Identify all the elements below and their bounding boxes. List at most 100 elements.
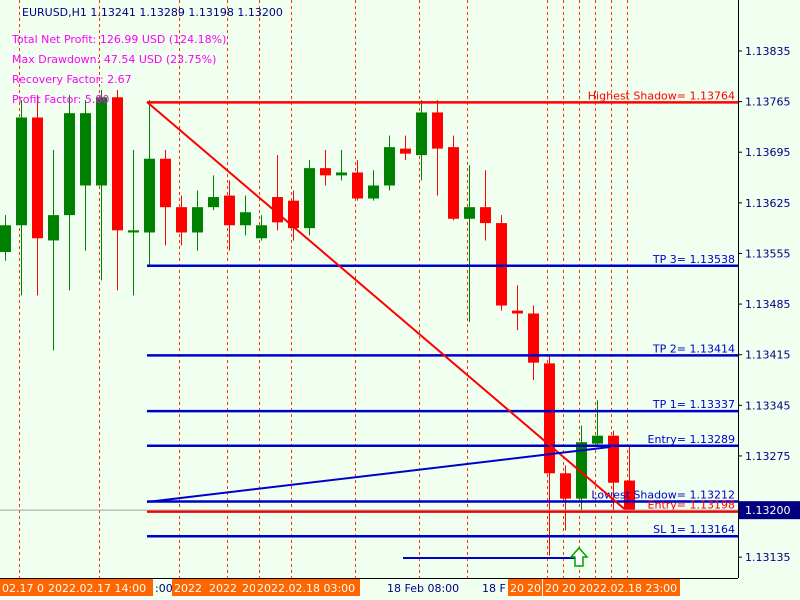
candle-body: [16, 117, 27, 226]
x-label-box: [508, 579, 525, 596]
header: EURUSD,H1 1.13241 1.13289 1.13198 1.1320…: [22, 6, 283, 19]
candle-body: [64, 113, 75, 216]
x-tick-label: 20: [510, 582, 524, 595]
level-value: 1.13337: [690, 398, 736, 411]
bid-box: [739, 501, 800, 520]
stat-line: Total Net Profit: 126.99 USD (124.18%): [11, 33, 226, 46]
x-label-box: [0, 579, 46, 596]
x-tick-label: 18 Feb 08:00: [387, 582, 459, 595]
level-name: TP 3=: [652, 253, 686, 266]
x-label-box: [46, 579, 153, 596]
level-value: 1.13414: [690, 342, 736, 355]
x-tick-label: 18 F: [482, 582, 506, 595]
level-value: 1.13764: [690, 89, 736, 102]
level-label: Lowest Shadow= 1.13212: [591, 488, 735, 501]
candle-body: [48, 215, 59, 241]
x-label-box: [255, 579, 360, 596]
trend-line: [146, 446, 611, 503]
candle-body: [320, 168, 331, 176]
candle-body: [624, 480, 635, 511]
candle-body: [416, 112, 427, 156]
y-tick-label: 1.13135: [745, 551, 791, 564]
y-tick-label: 1.13415: [745, 349, 791, 362]
y-tick-label: 1.13625: [745, 197, 791, 210]
y-tick-label: 1.13765: [745, 96, 791, 109]
x-tick-label: :00: [155, 582, 173, 595]
candle-body: [528, 313, 539, 363]
candle-body: [288, 200, 299, 229]
time-axis: 02.17 0 2022.02.17 14:00:00 2022 2022 20 2022…: [0, 579, 680, 596]
candle-body: [208, 197, 219, 208]
candle-body: [272, 197, 283, 223]
candle-body: [384, 147, 395, 186]
candle-body: [160, 158, 171, 208]
candle-body: [576, 442, 587, 499]
y-tick-label: 1.13275: [745, 450, 791, 463]
x-label-box: [240, 579, 255, 596]
x-tick-label: 2022.02.17 14:00: [48, 582, 146, 595]
level-label: TP 2= 1.13414: [652, 342, 735, 355]
x-tick-label: 20: [562, 582, 576, 595]
y-tick-label: 1.13695: [745, 146, 791, 159]
candle-body: [544, 363, 555, 474]
candle-body: [176, 207, 187, 233]
x-tick-label: 2022: [174, 582, 202, 595]
candle-body: [32, 117, 43, 239]
candle-body: [144, 158, 155, 233]
stat-line: Recovery Factor: 2.67: [12, 73, 132, 86]
candle-body: [0, 225, 11, 253]
candle-body: [512, 310, 523, 314]
y-tick-label: 1.13485: [745, 298, 791, 311]
level-label: TP 1= 1.13337: [652, 398, 735, 411]
stats: Total Net Profit: 126.99 USD (124.18%) Ma…: [11, 33, 226, 106]
level-label: Entry= 1.13198: [648, 499, 735, 512]
bid-label: 1.13200: [745, 504, 791, 517]
level-name: TP 1=: [652, 398, 686, 411]
level-value: 1.13538: [690, 253, 736, 266]
y-tick-label: 1.13555: [745, 247, 791, 260]
candle-body: [448, 147, 459, 219]
candle-body: [304, 168, 315, 229]
x-label-box: [525, 579, 542, 596]
level-name: Lowest Shadow=: [591, 488, 686, 501]
x-tick-label: 20: [242, 582, 256, 595]
level-label: TP 3= 1.13538: [652, 253, 735, 266]
candle-body: [128, 230, 139, 233]
level-value: 1.13212: [690, 488, 736, 501]
candle-body: [592, 435, 603, 444]
buy-arrow: [569, 546, 589, 567]
x-label-box: [560, 579, 577, 596]
level-name: SL 1=: [653, 523, 686, 536]
level-label: Entry= 1.13289: [648, 433, 735, 446]
x-label-box: [172, 579, 207, 596]
candle-body: [224, 195, 235, 226]
candle-body: [560, 473, 571, 499]
x-tick-label: 2022.02.18 03:00: [257, 582, 355, 595]
level-label: Highest Shadow= 1.13764: [588, 89, 735, 102]
x-tick-label: 2022: [209, 582, 237, 595]
candle-body: [368, 185, 379, 199]
candle-body: [96, 97, 107, 186]
candle-body: [192, 207, 203, 233]
level-value: 1.13289: [690, 433, 736, 446]
x-tick-label: 02.17 0: [2, 582, 44, 595]
candle-body: [256, 225, 267, 239]
level-label: SL 1= 1.13164: [653, 523, 735, 536]
levels: Highest Shadow= 1.13764 TP 3= 1.13538 TP 2…: [147, 89, 738, 538]
grid: 1.13835 1.13765 1.13695 1.13625 1.13555 1.134…: [738, 45, 791, 564]
candle-body: [400, 148, 411, 154]
candle-body: [336, 172, 347, 176]
candle-body: [496, 223, 507, 306]
candles: [0, 90, 635, 556]
y-tick-label: 1.13835: [745, 45, 791, 58]
candle-body: [240, 212, 251, 226]
level-value: 1.13164: [690, 523, 736, 536]
y-tick-label: 1.13345: [745, 399, 791, 412]
candle-body: [464, 207, 475, 219]
x-tick-label: 20: [545, 582, 559, 595]
candle-body: [352, 172, 363, 199]
candle-body: [608, 435, 619, 483]
